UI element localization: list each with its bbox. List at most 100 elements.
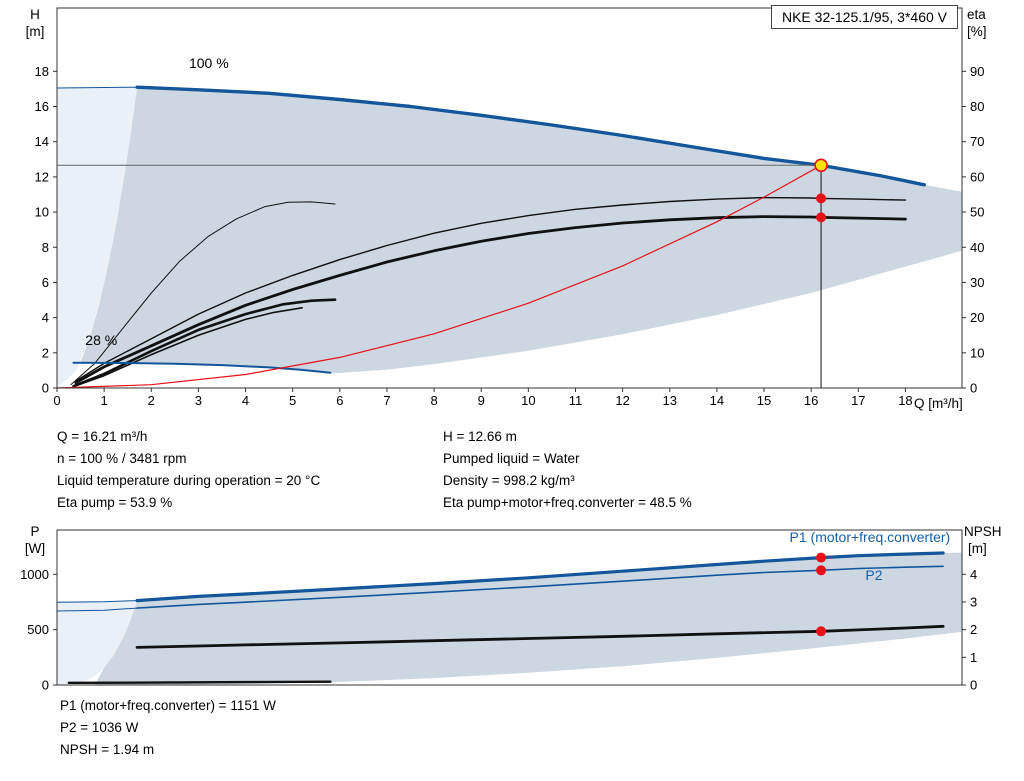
info-flow: Q = 16.21 m³/h xyxy=(57,429,148,444)
y-right-tick-label: 10 xyxy=(970,345,984,360)
y-right-tick-label: 3 xyxy=(970,594,977,609)
low-speed-power-line xyxy=(67,680,332,685)
pump-title-box: NKE 32-125.1/95, 3*460 V xyxy=(770,5,958,29)
y-right-tick-label: 30 xyxy=(970,275,984,290)
y-left-tick-label: 2 xyxy=(42,345,49,360)
info-head: H = 12.66 m xyxy=(443,429,517,444)
y-left-tick-label: 12 xyxy=(35,169,49,184)
eta-pump-curve xyxy=(75,196,907,382)
y-left-tick-label: 0 xyxy=(42,381,49,396)
p2-point xyxy=(816,565,827,576)
y-left-tick-label: 500 xyxy=(27,622,49,637)
x-tick-label: 8 xyxy=(430,393,437,408)
label-100pct: 100 % xyxy=(189,55,229,71)
duty-info-left: Q = 16.21 m³/h n = 100 % / 3481 rpm Liqu… xyxy=(57,426,320,514)
x-tick-label: 10 xyxy=(521,393,535,408)
y-right-tick-label: 70 xyxy=(970,134,984,149)
p1-curve xyxy=(135,551,945,603)
p1-min-flow-line xyxy=(56,600,138,603)
x-tick-label: 4 xyxy=(242,393,249,408)
y-right-tick-label: 40 xyxy=(970,240,984,255)
y-left-tick-label: 10 xyxy=(35,205,49,220)
y-right-tick-label: 2 xyxy=(970,622,977,637)
y-left-tick-label: 4 xyxy=(42,310,49,325)
y-right-tick-label: 4 xyxy=(970,567,977,582)
y-left-tick-label: 6 xyxy=(42,275,49,290)
head-axis-label: H [m] xyxy=(25,7,45,39)
info-density: Density = 998.2 kg/m³ xyxy=(443,473,575,488)
label-p2: P2 xyxy=(865,567,882,583)
power-info: P1 (motor+freq.converter) = 1151 W P2 = … xyxy=(60,695,276,761)
duty-point xyxy=(814,158,828,173)
p-npsh-chart: 0 500 1000 0 1 2 3 4 P1 (motor+freq.converter) P2 xyxy=(20,529,977,693)
npsh-axis-label: NPSH [m] xyxy=(964,524,1002,556)
y-left-tick-label: 1000 xyxy=(20,567,49,582)
y-right-tick-label: 90 xyxy=(970,64,984,79)
pump-title: NKE 32-125.1/95, 3*460 V xyxy=(781,9,947,25)
plot-frame xyxy=(56,529,963,686)
p2-curve xyxy=(136,565,944,609)
y-right-tick-label: 80 xyxy=(970,99,984,114)
x-tick-label: 16 xyxy=(804,393,818,408)
y-left-tick-label: 16 xyxy=(35,99,49,114)
y-left-tick-label: 14 xyxy=(35,134,49,149)
x-tick-label: 13 xyxy=(663,393,677,408)
eta-total-28pct-curve xyxy=(72,298,337,388)
x-tick-label: 17 xyxy=(851,393,865,408)
x-tick-label: 5 xyxy=(289,393,296,408)
eta-total-point xyxy=(816,212,827,223)
x-tick-label: 9 xyxy=(478,393,485,408)
x-tick-label: 6 xyxy=(336,393,343,408)
y-left-tick-label: 8 xyxy=(42,240,49,255)
speed-28pct-curve xyxy=(72,361,332,374)
info-liquid-temp: Liquid temperature during operation = 20… xyxy=(57,473,321,488)
x-tick-label: 7 xyxy=(383,393,390,408)
info-speed: n = 100 % / 3481 rpm xyxy=(57,451,187,466)
y-right-tick-label: 60 xyxy=(970,169,984,184)
eta-axis-label: eta [%] xyxy=(967,7,987,39)
y-right-tick-label: 20 xyxy=(970,310,984,325)
info-pumped-liquid: Pumped liquid = Water xyxy=(443,451,580,466)
h-q-chart: 0 1 2 3 4 5 6 7 8 9 10 11 12 13 14 15 16 17 18024681012141… xyxy=(35,7,984,408)
duty-info-right: H = 12.66 m Pumped liquid = Water Densit… xyxy=(443,426,692,514)
eta-total-curve xyxy=(74,215,907,385)
low-flow-wedge xyxy=(57,87,138,388)
info-p2: P2 = 1036 W xyxy=(60,720,139,735)
x-tick-label: 11 xyxy=(569,393,583,408)
y-right-tick-label: 50 xyxy=(970,205,984,220)
x-tick-label: 1 xyxy=(101,393,108,408)
power-low-flow-wedge xyxy=(57,600,138,685)
label-28pct: 28 % xyxy=(85,332,117,348)
info-eta-pump: Eta pump = 53.9 % xyxy=(57,495,173,510)
y-right-tick-label: 0 xyxy=(970,381,977,396)
x-tick-label: 14 xyxy=(710,393,724,408)
y-right-tick-label: 1 xyxy=(970,650,977,665)
npsh-point xyxy=(816,626,827,637)
label-p1: P1 (motor+freq.converter) xyxy=(790,529,951,545)
x-tick-label: 15 xyxy=(757,393,771,408)
info-npsh: NPSH = 1.94 m xyxy=(60,742,155,757)
npsh-curve xyxy=(135,624,945,649)
plot-frame xyxy=(56,7,963,389)
info-eta-total: Eta pump+motor+freq.converter = 48.5 % xyxy=(443,495,692,510)
x-tick-label: 2 xyxy=(148,393,155,408)
eta-pump-28pct-curve xyxy=(70,201,336,385)
p1-point xyxy=(816,552,827,563)
info-p1: P1 (motor+freq.converter) = 1151 W xyxy=(60,698,276,713)
power-envelope xyxy=(94,552,962,685)
power-axis-label: P [W] xyxy=(24,524,46,556)
system-curve xyxy=(56,164,822,389)
y-left-tick-label: 0 xyxy=(42,678,49,693)
eta-pump-point xyxy=(816,193,827,204)
y-right-tick-label: 0 xyxy=(970,678,977,693)
eta-total-28pct-curve-b xyxy=(72,306,303,388)
y-left-tick-label: 18 xyxy=(35,64,49,79)
flow-axis-label: Q [m³/h] xyxy=(914,396,963,411)
x-tick-label: 3 xyxy=(195,393,202,408)
envelope-top-line xyxy=(56,86,138,89)
x-tick-label: 12 xyxy=(615,393,629,408)
x-tick-label: 0 xyxy=(53,393,60,408)
x-tick-label: 18 xyxy=(898,393,912,408)
p2-min-flow-line xyxy=(56,607,138,612)
